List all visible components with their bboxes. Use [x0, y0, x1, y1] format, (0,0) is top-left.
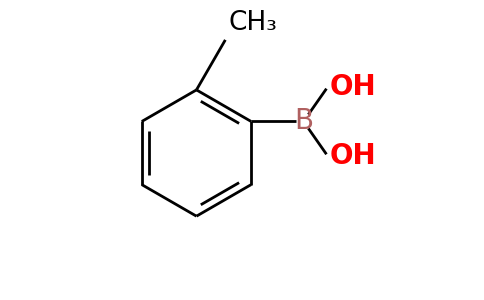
Text: B: B	[294, 107, 313, 136]
Text: CH₃: CH₃	[228, 10, 277, 36]
Text: OH: OH	[330, 73, 376, 101]
Text: OH: OH	[330, 142, 376, 170]
